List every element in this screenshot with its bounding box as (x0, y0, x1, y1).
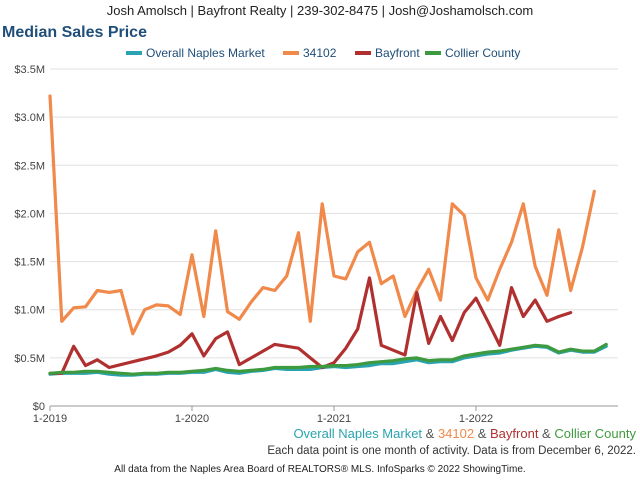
y-tick-label: $2.0M (14, 208, 45, 220)
x-tick-label: 1-2022 (459, 413, 493, 425)
legend-label: Collier County (445, 46, 520, 60)
y-tick-label: $0.5M (14, 353, 45, 365)
caption-overall: Overall Naples Market (293, 426, 423, 441)
caption-collier: Collier County (554, 426, 636, 441)
y-tick-label: $3.0M (14, 112, 45, 124)
y-tick-label: $1.5M (14, 257, 45, 269)
caption-sep-2: & (474, 426, 491, 441)
x-tick-label: 1-2019 (33, 413, 67, 425)
header-text: Josh Amolsch | Bayfront Realty | 239-302… (106, 3, 534, 18)
series-line-34102 (48, 94, 596, 336)
header-bar: Josh Amolsch | Bayfront Realty | 239-302… (0, 0, 640, 22)
x-tick-label: 1-2020 (175, 413, 209, 425)
y-tick-label: $2.5M (14, 160, 45, 172)
caption-note: Each data point is one month of activity… (267, 445, 636, 457)
caption-sep-1: & (422, 426, 438, 441)
legend-label: 34102 (303, 46, 337, 60)
series-line-bayfront (48, 276, 573, 375)
caption-bayfront: Bayfront (490, 426, 539, 441)
x-tick-label: 1-2021 (317, 413, 351, 425)
caption-sep-3: & (538, 426, 555, 441)
caption-zip: 34102 (437, 426, 475, 441)
footer-credit: All data from the Naples Area Board of R… (114, 464, 526, 475)
legend-label: Overall Naples Market (146, 46, 265, 60)
legend-label: Bayfront (375, 46, 420, 60)
series-line-collier-county (48, 342, 608, 376)
y-tick-label: $3.5M (14, 64, 45, 76)
series-caption: Overall Naples Market & 34102 & Bayfront… (293, 426, 636, 441)
y-tick-label: $1.0M (14, 305, 45, 317)
y-tick-label: $0 (33, 401, 45, 413)
chart-title: Median Sales Price (2, 24, 147, 41)
